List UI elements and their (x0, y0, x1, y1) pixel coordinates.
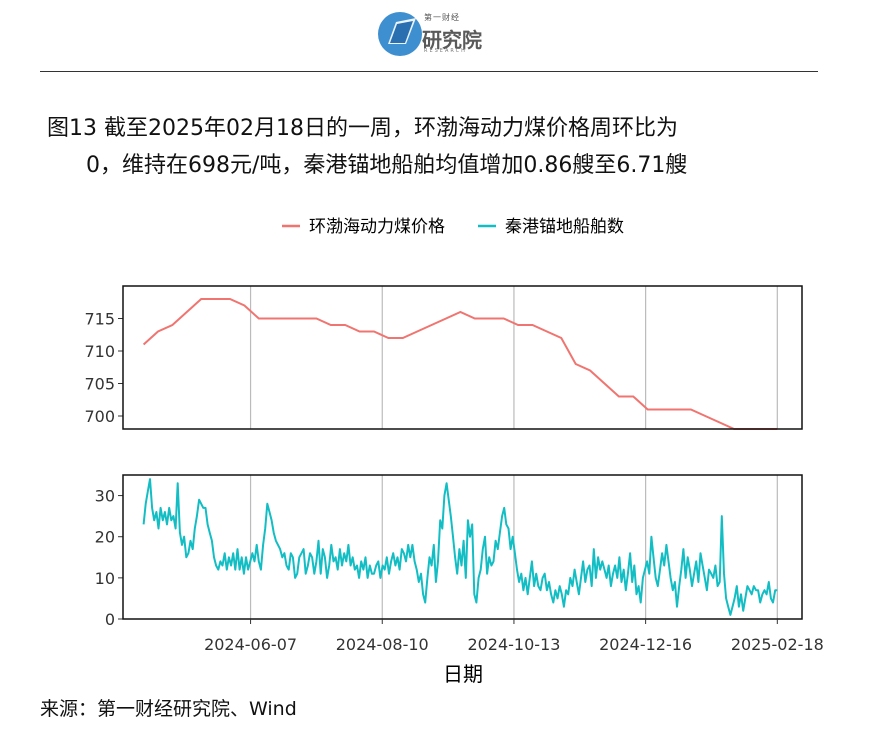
x-tick-label: 2024-08-10 (336, 635, 429, 654)
x-tick-label: 2024-06-07 (204, 635, 297, 654)
brand-sub-text: RESEARCH (424, 48, 467, 54)
y-tick-label: 705 (84, 375, 115, 394)
ships-series-line (142, 478, 778, 616)
y-tick-label: 0 (105, 610, 115, 629)
price-panel: 700 705 710 715 (84, 285, 803, 430)
x-tick-label: 2025-02-18 (731, 635, 824, 654)
x-tick-label: 2024-10-13 (467, 635, 560, 654)
y-tick-label: 715 (84, 310, 115, 329)
brand-small-text: 第一财经 (424, 13, 460, 22)
header-divider (40, 71, 818, 72)
source-note: 来源：第一财经研究院、Wind (40, 698, 297, 720)
ships-panel-frame (122, 474, 803, 620)
logo-inner-icon (390, 21, 413, 43)
figure-title-line2: 0，维持在698元/吨，秦港锚地船舶均值增加0.86艘至6.71艘 (86, 153, 688, 178)
figure-title-line1: 图13 截至2025年02月18日的一周，环渤海动力煤价格周环比为 (47, 116, 678, 141)
y-tick-label: 700 (84, 407, 115, 426)
y-tick-label: 10 (95, 569, 115, 588)
x-axis: 2024-06-07 2024-08-10 2024-10-13 2024-12-16… (204, 619, 824, 654)
brand-logo (378, 12, 422, 56)
y-tick-label: 710 (84, 342, 115, 361)
brand-main-text: 研究院 (422, 28, 482, 52)
ships-panel: 0 10 20 30 (95, 474, 803, 629)
x-tick-label: 2024-12-16 (599, 635, 692, 654)
x-axis-title: 日期 (443, 662, 483, 686)
y-tick-label: 30 (95, 487, 115, 506)
legend: 环渤海动力煤价格 秦港锚地船舶数 (282, 217, 624, 237)
legend-label-price: 环渤海动力煤价格 (309, 217, 445, 237)
y-tick-label: 20 (95, 528, 115, 547)
price-panel-frame (122, 285, 803, 430)
legend-label-ships: 秦港锚地船舶数 (505, 217, 624, 237)
price-series-line (142, 298, 778, 430)
